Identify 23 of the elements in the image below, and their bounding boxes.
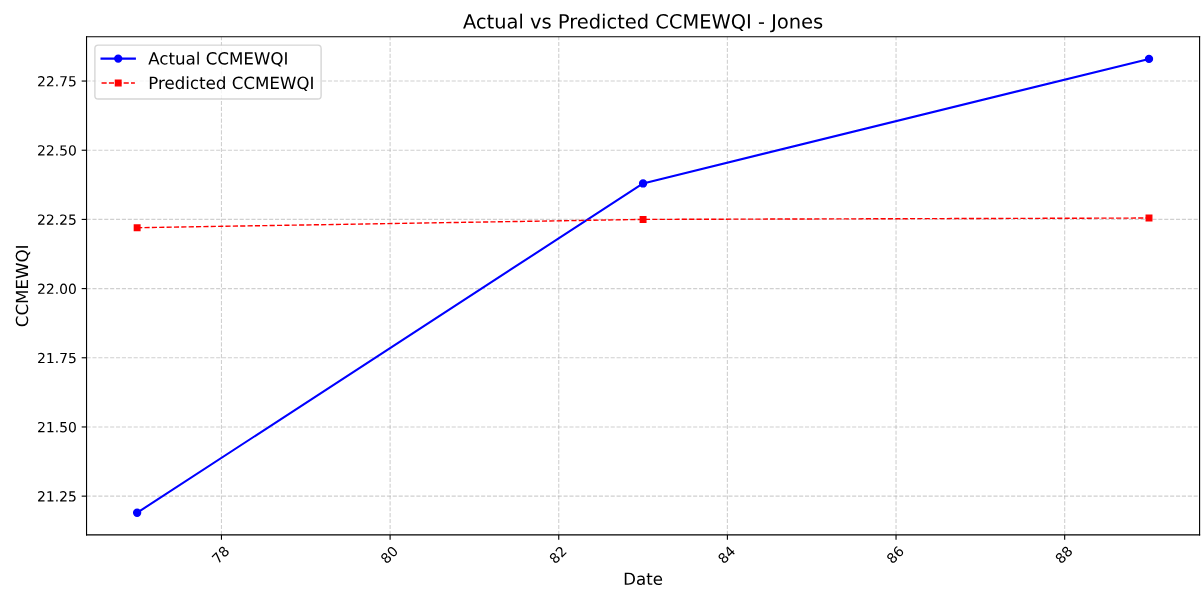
y-tick-label: 21.50 bbox=[38, 421, 76, 433]
x-tick-label: 82 bbox=[548, 545, 567, 565]
x-tick-label: 88 bbox=[1054, 545, 1074, 565]
x-tick-label: 86 bbox=[885, 545, 905, 565]
x-axis-title: Date bbox=[624, 572, 663, 586]
y-tick-label: 21.25 bbox=[38, 491, 76, 502]
x-tick-label: 80 bbox=[379, 545, 399, 565]
y-tick-label: 22.75 bbox=[38, 76, 76, 87]
legend-label: Predicted CCMEWQI bbox=[149, 76, 313, 92]
point bbox=[638, 179, 648, 188]
y-axis-title: CCMEWQI bbox=[15, 246, 31, 327]
y-tick-label: 22.50 bbox=[38, 145, 76, 156]
point bbox=[1144, 54, 1154, 64]
point bbox=[639, 215, 647, 223]
x-tick-label: 78 bbox=[211, 545, 230, 564]
y-tick-label: 21.75 bbox=[38, 352, 76, 364]
y-tick-label: 22.00 bbox=[38, 283, 76, 295]
chart-title: Actual vs Predicted CCMEWQI - Jones bbox=[463, 13, 823, 33]
x-tick-label: 84 bbox=[717, 545, 736, 565]
point bbox=[132, 508, 142, 517]
legend-label: Actual CCMEWQI bbox=[148, 51, 287, 67]
y-tick-label: 22.25 bbox=[38, 214, 76, 225]
point bbox=[133, 224, 141, 232]
